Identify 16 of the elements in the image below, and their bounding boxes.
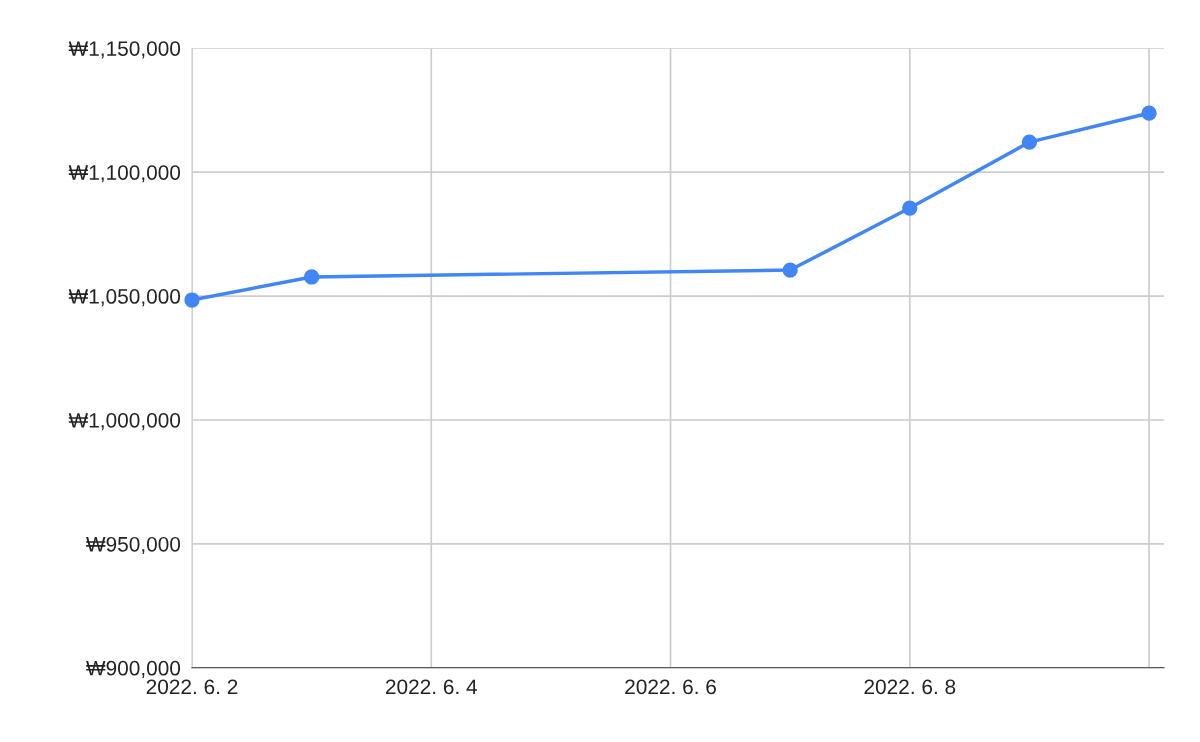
x-tick-label: 2022. 6. 6 [625, 679, 716, 695]
point [782, 262, 798, 278]
x-tick-label: 2022. 6. 8 [864, 679, 956, 695]
point [303, 269, 320, 285]
y-tick-label: ₩1,150,000 [68, 41, 181, 59]
y-tick-label: ₩1,100,000 [68, 165, 181, 183]
y-tick-label: ₩1,050,000 [68, 289, 181, 307]
x-tick-label: 2022. 6. 2 [146, 679, 238, 695]
y-tick-label: ₩950,000 [86, 536, 181, 555]
y-tick-label: ₩900,000 [86, 660, 181, 679]
point [1021, 134, 1038, 150]
point [184, 292, 200, 308]
y-tick-label: ₩1,000,000 [68, 412, 181, 431]
point [902, 200, 918, 216]
x-tick-label: 2022. 6. 4 [385, 679, 477, 695]
point [1141, 105, 1157, 121]
